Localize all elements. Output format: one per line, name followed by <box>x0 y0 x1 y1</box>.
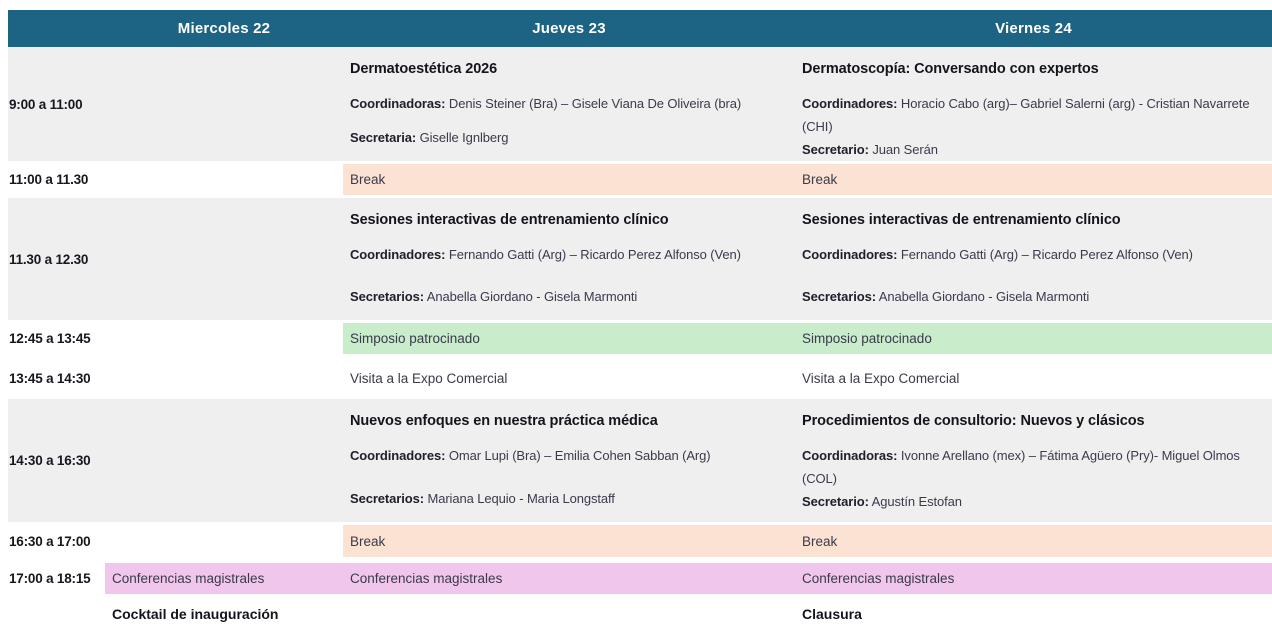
cell-viernes-clausura: Clausura <box>802 606 862 622</box>
cell-jueves-conferencias: Conferencias magistrales <box>343 560 795 597</box>
cell-viernes-session: Dermatoscopía: Conversando con expertos … <box>795 47 1272 161</box>
session-coordinators: Coordinadoras: Ivonne Arellano (mex) – F… <box>802 444 1258 490</box>
secretary-label: Secretario: <box>802 494 869 509</box>
coordinators-label: Coordinadoras: <box>350 96 446 111</box>
coordinators-label: Coordinadores: <box>802 96 898 111</box>
day-header-jueves: Jueves 23 <box>532 20 606 37</box>
session-coordinators: Coordinadores: Horacio Cabo (arg)– Gabri… <box>802 92 1258 138</box>
secretary-label: Secretario: <box>802 142 869 157</box>
table-row-break-am: 11:00 a 11.30 Break Break <box>8 161 1272 198</box>
day-header-viernes: Viernes 24 <box>995 20 1072 37</box>
secretary-name: Anabella Giordano - Gisela Marmonti <box>426 289 638 304</box>
cell-miercoles-empty <box>105 357 343 399</box>
cell-miercoles-conferencias: Conferencias magistrales <box>105 560 343 597</box>
cell-viernes-simposio: Simposio patrocinado <box>795 320 1272 357</box>
time-label <box>8 597 105 631</box>
session-secretary: Secretario: Juan Serán <box>802 138 1258 161</box>
session-title: Sesiones interactivas de entrenamiento c… <box>350 212 669 228</box>
time-label: 12:45 a 13:45 <box>9 331 91 346</box>
cell-miercoles-empty <box>105 522 343 560</box>
cell-jueves-break: Break <box>343 522 795 560</box>
cell-miercoles-empty <box>105 399 343 522</box>
secretary-name: Giselle Ignlberg <box>419 130 509 145</box>
day-header-miercoles: Miercoles 22 <box>177 20 271 37</box>
coordinators-label: Coordinadores: <box>350 448 446 463</box>
session-secretary: Secretarios: Anabella Giordano - Gisela … <box>350 285 781 308</box>
header-time-spacer <box>8 10 105 47</box>
coordinators-label: Coordinadores: <box>350 247 446 262</box>
time-label: 9:00 a 11:00 <box>9 96 83 112</box>
coordinators-names: Horacio Cabo (arg)– Gabriel Salerni (arg… <box>802 96 1250 134</box>
secretary-name: Agustín Estofan <box>871 494 962 509</box>
cell-viernes-expo: Visita a la Expo Comercial <box>795 357 1272 399</box>
secretary-label: Secretarios: <box>350 289 424 304</box>
session-secretary: Secretarios: Anabella Giordano - Gisela … <box>802 285 1258 308</box>
session-title: Dermatoestética 2026 <box>350 61 498 77</box>
time-label: 11:00 a 11.30 <box>9 172 89 187</box>
cell-jueves-break: Break <box>343 161 795 198</box>
session-secretary: Secretaria: Giselle Ignlberg <box>350 126 781 149</box>
cell-jueves-session: Dermatoestética 2026 Coordinadoras: Deni… <box>343 47 795 161</box>
time-label: 11.30 a 12.30 <box>9 251 89 267</box>
cell-miercoles-empty <box>105 161 343 198</box>
cell-miercoles-empty <box>105 198 343 320</box>
session-secretary: Secretarios: Mariana Lequio - Maria Long… <box>350 487 781 510</box>
cell-jueves-empty <box>343 597 795 631</box>
time-label: 16:30 a 17:00 <box>9 533 91 549</box>
table-row-1430: 14:30 a 16:30 Nuevos enfoques en nuestra… <box>8 399 1272 522</box>
coordinators-label: Coordinadoras: <box>802 448 898 463</box>
coordinators-names: Fernando Gatti (Arg) – Ricardo Perez Alf… <box>448 247 741 262</box>
session-title: Procedimientos de consultorio: Nuevos y … <box>802 413 1145 429</box>
secretary-label: Secretarios: <box>802 289 876 304</box>
cell-jueves-session: Sesiones interactivas de entrenamiento c… <box>343 198 795 320</box>
secretary-name: Mariana Lequio - Maria Longstaff <box>427 491 615 506</box>
cell-jueves-expo: Visita a la Expo Comercial <box>343 357 795 399</box>
time-label: 13:45 a 14:30 <box>9 370 91 386</box>
table-row-simposio: 12:45 a 13:45 Simposio patrocinado Simpo… <box>8 320 1272 357</box>
table-row-break-pm: 16:30 a 17:00 Break Break <box>8 522 1272 560</box>
table-row-conferencias: 17:00 a 18:15 Conferencias magistrales C… <box>8 560 1272 597</box>
table-row-1130: 11.30 a 12.30 Sesiones interactivas de e… <box>8 198 1272 320</box>
cell-jueves-session: Nuevos enfoques en nuestra práctica médi… <box>343 399 795 522</box>
cell-viernes-session: Sesiones interactivas de entrenamiento c… <box>795 198 1272 320</box>
session-title: Sesiones interactivas de entrenamiento c… <box>802 212 1121 228</box>
cell-viernes-break: Break <box>795 522 1272 560</box>
session-coordinators: Coordinadoras: Denis Steiner (Bra) – Gis… <box>350 92 781 115</box>
schedule-table: Miercoles 22 Jueves 23 Viernes 24 9:00 a… <box>8 10 1272 631</box>
table-row-closing: Cocktail de inauguración Clausura <box>8 597 1272 631</box>
cell-miercoles-empty <box>105 320 343 357</box>
cell-viernes-conferencias: Conferencias magistrales <box>795 560 1272 597</box>
secretary-label: Secretaria: <box>350 130 417 145</box>
table-row-0900: 9:00 a 11:00 Dermatoestética 2026 Coordi… <box>8 47 1272 161</box>
session-title: Dermatoscopía: Conversando con expertos <box>802 61 1099 77</box>
session-coordinators: Coordinadores: Fernando Gatti (Arg) – Ri… <box>350 243 781 266</box>
coordinators-names: Omar Lupi (Bra) – Emilia Cohen Sabban (A… <box>448 448 711 463</box>
secretary-label: Secretarios: <box>350 491 424 506</box>
coordinators-names: Ivonne Arellano (mex) – Fátima Agüero (P… <box>802 448 1240 486</box>
coordinators-names: Fernando Gatti (Arg) – Ricardo Perez Alf… <box>900 247 1193 262</box>
header-row: Miercoles 22 Jueves 23 Viernes 24 <box>8 10 1272 47</box>
time-label: 14:30 a 16:30 <box>9 453 91 468</box>
session-title: Nuevos enfoques en nuestra práctica médi… <box>350 413 658 429</box>
coordinators-label: Coordinadores: <box>802 247 898 262</box>
cell-miercoles-cocktail: Cocktail de inauguración <box>112 606 279 622</box>
secretary-name: Juan Serán <box>872 142 938 157</box>
cell-jueves-simposio: Simposio patrocinado <box>343 320 795 357</box>
session-coordinators: Coordinadores: Omar Lupi (Bra) – Emilia … <box>350 444 781 467</box>
cell-miercoles-empty <box>105 47 343 161</box>
secretary-name: Anabella Giordano - Gisela Marmonti <box>878 289 1090 304</box>
cell-viernes-session: Procedimientos de consultorio: Nuevos y … <box>795 399 1272 522</box>
coordinators-names: Denis Steiner (Bra) – Gisele Viana De Ol… <box>448 96 742 111</box>
time-label: 17:00 a 18:15 <box>9 571 91 586</box>
session-secretary: Secretario: Agustín Estofan <box>802 490 1258 513</box>
cell-viernes-break: Break <box>795 161 1272 198</box>
session-coordinators: Coordinadores: Fernando Gatti (Arg) – Ri… <box>802 243 1258 266</box>
table-row-expo: 13:45 a 14:30 Visita a la Expo Comercial… <box>8 357 1272 399</box>
